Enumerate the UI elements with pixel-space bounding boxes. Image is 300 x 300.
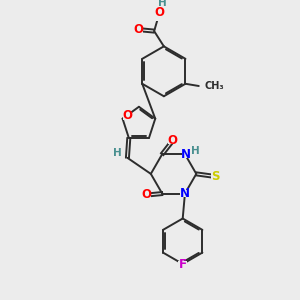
Text: H: H (112, 148, 121, 158)
Bar (155, 9, 164, 16)
Text: N: N (180, 187, 190, 200)
Bar (168, 136, 177, 144)
Text: S: S (211, 169, 219, 183)
Bar (211, 172, 220, 180)
Text: O: O (123, 110, 133, 122)
Bar (181, 190, 189, 197)
Text: O: O (141, 188, 151, 201)
Text: H: H (158, 0, 167, 8)
Text: O: O (167, 134, 178, 147)
Text: H: H (191, 146, 200, 156)
Text: F: F (179, 258, 187, 271)
Bar (123, 112, 132, 120)
Text: CH₃: CH₃ (205, 81, 224, 91)
Text: O: O (134, 23, 143, 36)
Text: N: N (181, 148, 191, 161)
Text: O: O (154, 6, 164, 19)
Bar (178, 261, 187, 268)
Bar (142, 191, 151, 199)
Bar (134, 26, 143, 34)
Bar (182, 150, 191, 158)
